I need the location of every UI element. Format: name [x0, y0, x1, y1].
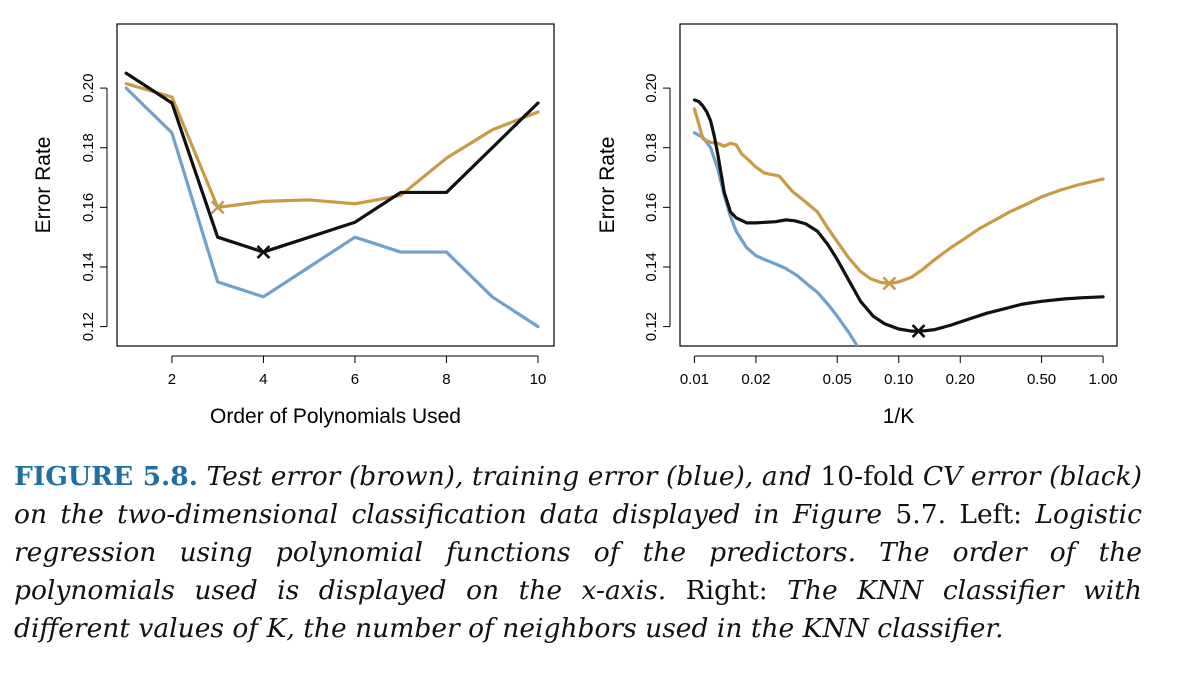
x-tick-label: 4	[259, 371, 267, 388]
x-tick-label: 0.10	[884, 371, 913, 388]
y-tick-label: 0.20	[643, 74, 660, 103]
x-tick-label: 0.20	[946, 371, 975, 388]
y-tick-label: 0.18	[80, 133, 97, 162]
right-chart-panel: 1/K Error Rate 0.01 0.02 0.05 0.10 0.20 0.50 1…	[596, 23, 1118, 428]
series-line-3-left	[124, 71, 540, 254]
min-marker-2-right	[911, 324, 926, 339]
series-line-2-left	[124, 82, 540, 209]
figure-caption: FIGURE 5.8. Test error (brown), training…	[14, 458, 1142, 648]
caption-text: CV error (black) on the two-dimensional …	[14, 461, 1142, 530]
x-axis-title-right: 1/K	[883, 405, 915, 428]
caption-text: Test error (brown), training error (blue…	[206, 461, 812, 492]
markers-right	[882, 276, 926, 339]
x-tick-label: 0.02	[741, 371, 770, 388]
series-group-left	[124, 71, 540, 329]
caption-text: The KNN classifier with different values…	[14, 575, 1143, 644]
x-ticks-left: 2 4 6 8 10	[168, 355, 547, 388]
x-ticks-right: 0.01 0.02 0.05 0.10 0.20 0.50 1.00	[680, 355, 1118, 388]
caption-text: , the number of neighbors used in the KN…	[286, 613, 1004, 644]
caption-text: 10-fold	[820, 461, 915, 492]
min-marker-1-right	[882, 276, 897, 291]
caption-text: -axis.	[596, 575, 667, 606]
y-tick-label: 0.16	[643, 193, 660, 222]
x-tick-label: 8	[442, 371, 450, 388]
min-marker-2-left	[256, 245, 271, 260]
y-tick-label: 0.14	[80, 252, 97, 281]
y-tick-label: 0.14	[643, 252, 660, 281]
left-chart-panel: Order of Polynomials Used Error Rate 2 4 6…	[32, 23, 555, 428]
y-tick-label: 0.18	[643, 133, 660, 162]
y-ticks-right: 0.12 0.14 0.16 0.18 0.20	[643, 74, 671, 341]
y-tick-label: 0.16	[80, 193, 97, 222]
y-axis-title-left: Error Rate	[32, 137, 55, 234]
x-axis-title-left: Order of Polynomials Used	[210, 405, 461, 428]
caption-text: Left:	[959, 499, 1023, 530]
x-tick-label: 0.05	[823, 371, 852, 388]
caption-text: 5.7.	[895, 499, 946, 530]
x-tick-label: 0.01	[680, 371, 709, 388]
caption-text: K	[266, 613, 287, 644]
x-tick-label: 1.00	[1088, 371, 1117, 388]
series-line-3-right	[692, 98, 1105, 333]
y-tick-label: 0.20	[80, 74, 97, 103]
y-axis-title-right: Error Rate	[596, 137, 619, 234]
min-marker-1-left	[210, 200, 225, 215]
y-ticks-left: 0.12 0.14 0.16 0.18 0.20	[80, 74, 108, 341]
x-tick-label: 10	[530, 371, 547, 388]
series-line-1-left	[124, 86, 540, 329]
series-line-1-right	[692, 131, 860, 346]
caption-text: Logistic regression using polynomial fun…	[14, 499, 1142, 606]
y-tick-label: 0.12	[643, 312, 660, 341]
caption-text: Right:	[685, 575, 768, 606]
series-line-2-right	[692, 107, 1105, 285]
series-group-right	[692, 98, 1105, 346]
y-tick-label: 0.12	[80, 312, 97, 341]
plot-frame-right	[679, 23, 1118, 347]
markers-left	[210, 200, 271, 260]
x-tick-label: 0.50	[1027, 371, 1056, 388]
figure-label: FIGURE 5.8.	[14, 461, 198, 492]
figure-charts: Order of Polynomials Used Error Rate 2 4 6…	[32, 23, 1118, 428]
x-tick-label: 2	[168, 371, 176, 388]
plot-frame-left	[116, 23, 555, 347]
x-tick-label: 6	[351, 371, 359, 388]
caption-text: x	[581, 575, 596, 606]
